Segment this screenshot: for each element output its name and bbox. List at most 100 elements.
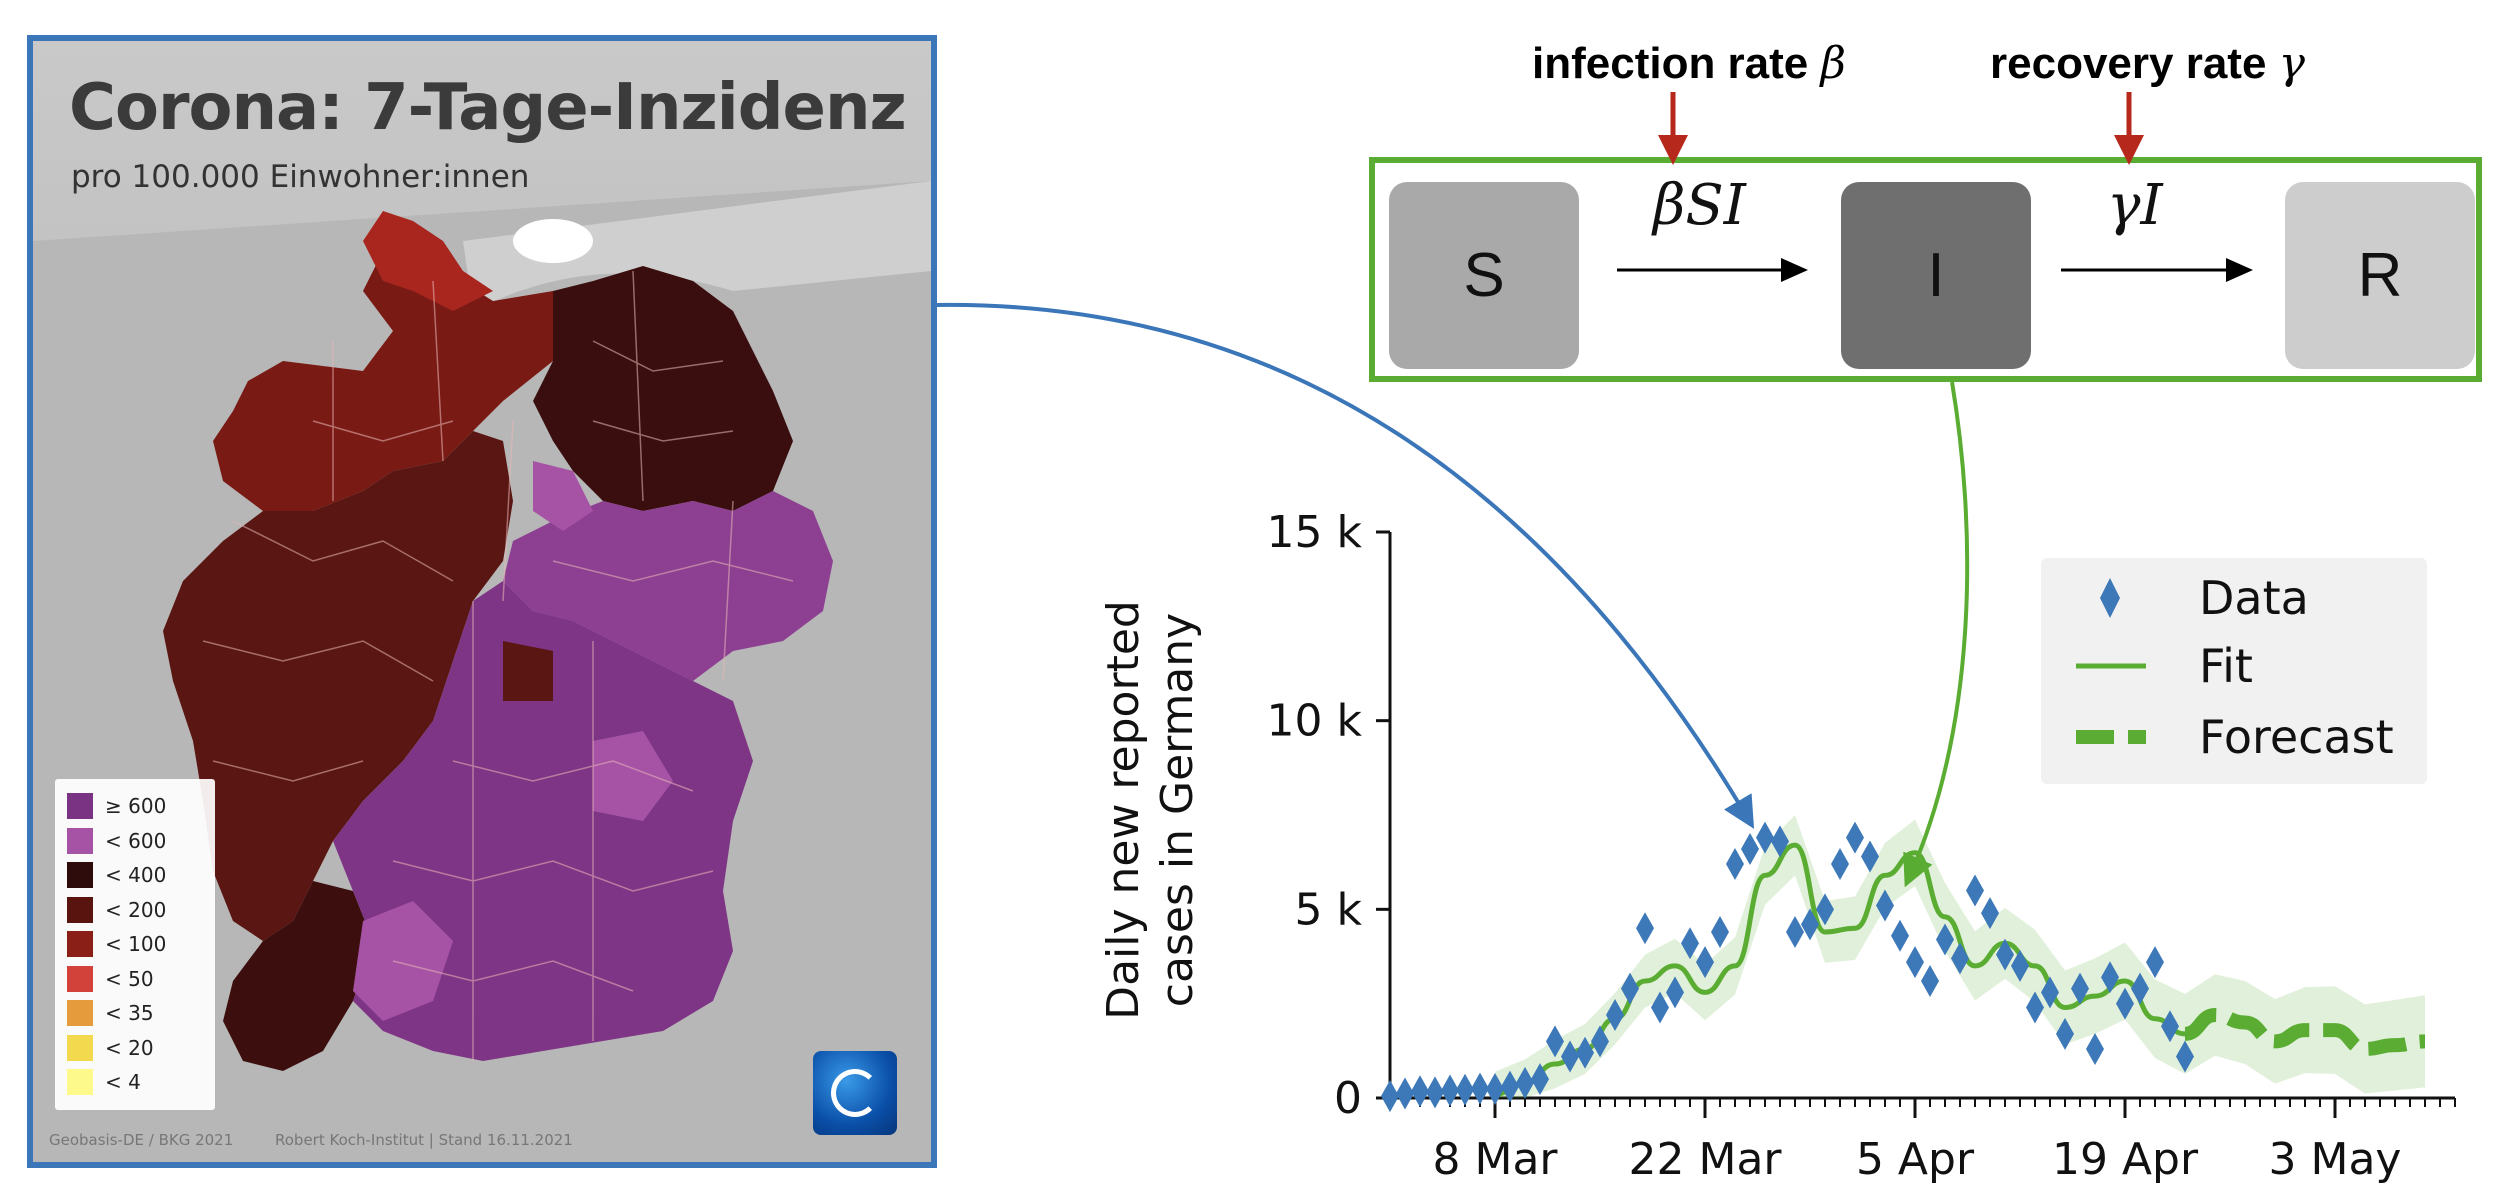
- data-point: [1966, 874, 1984, 907]
- data-point: [2041, 976, 2059, 1009]
- data-point: [1816, 893, 1834, 926]
- data-point: [1801, 908, 1819, 941]
- data-point: [1711, 915, 1729, 948]
- y-axis-title-line1: Daily new reported: [1098, 600, 1149, 1020]
- chart-series: [1381, 821, 2426, 1113]
- legend-label: < 50: [105, 966, 154, 991]
- data-point: [1666, 976, 1684, 1009]
- data-point: [2146, 946, 2164, 979]
- legend-item: < 20: [67, 1031, 207, 1066]
- legend-data-label: Data: [2199, 571, 2309, 625]
- data-point: [1681, 927, 1699, 960]
- x-tick-label: 5 Apr: [1856, 1134, 1975, 1185]
- data-point: [1696, 946, 1714, 979]
- chart-legend: Data Fit Forecast: [2041, 558, 2427, 784]
- data-point: [1636, 912, 1654, 945]
- infection-rate-label: infection rate β: [1532, 38, 1846, 89]
- data-point: [1771, 825, 1789, 858]
- data-point: [1456, 1073, 1474, 1106]
- legend-label: < 600: [105, 828, 167, 853]
- cases-chart: Daily new reported cases in Germany 0 5 k…: [1098, 507, 2456, 1185]
- data-point: [1831, 848, 1849, 881]
- region-north: [213, 246, 573, 511]
- legend-label: < 100: [105, 932, 167, 957]
- legend-item: < 4: [67, 1065, 207, 1100]
- sir-model-frame: S I R βSI γI: [1369, 157, 2482, 382]
- chart-axes: 0 5 k 10 k 15 k 8 Mar 22 Mar 5 Apr 19 Apr 3 May: [1267, 507, 2456, 1185]
- data-point: [1396, 1077, 1414, 1110]
- data-point: [1891, 919, 1909, 952]
- region-west: [163, 431, 513, 941]
- data-point: [1876, 889, 1894, 922]
- data-point: [1426, 1076, 1444, 1109]
- legend-fit-label: Fit: [2199, 639, 2253, 693]
- legend-item: ≥ 600: [67, 789, 207, 824]
- legend-label: < 35: [105, 1001, 154, 1026]
- data-point: [2011, 949, 2029, 982]
- region-east-purple: [503, 491, 833, 681]
- data-point: [1651, 991, 1669, 1024]
- legend-item: < 50: [67, 962, 207, 997]
- model-to-fit-connector: [1903, 381, 1970, 888]
- legend-label: < 200: [105, 897, 167, 922]
- data-point: [1441, 1074, 1459, 1107]
- legend-forecast-label: Forecast: [2199, 710, 2394, 764]
- recovery-rate-symbol: γ: [2278, 38, 2305, 89]
- legend-swatch: [67, 862, 93, 889]
- data-point: [1981, 897, 1999, 930]
- legend-swatch: [67, 827, 93, 854]
- data-point: [2116, 987, 2134, 1020]
- legend-item: < 35: [67, 996, 207, 1031]
- map-to-data-connector: [936, 302, 1755, 829]
- infected-compartment: I: [1841, 182, 2031, 369]
- y-tick-label: 10 k: [1267, 696, 1363, 747]
- data-point: [1591, 1025, 1609, 1058]
- data-point: [1546, 1025, 1564, 1058]
- data-point: [1486, 1072, 1504, 1105]
- data-point: [2131, 972, 2149, 1005]
- infection-rate-symbol: β: [1820, 38, 1846, 89]
- legend-swatch: [67, 1034, 93, 1061]
- data-point: [1741, 832, 1759, 865]
- data-point: [1381, 1080, 1399, 1113]
- legend-swatch: [67, 931, 93, 958]
- recovery-rate-label: recovery rate γ: [1990, 38, 2305, 89]
- incidence-map-panel: Corona: 7-Tage-Inzidenz pro 100.000 Einw…: [27, 35, 937, 1168]
- data-point: [1921, 965, 1939, 998]
- data-point: [2026, 991, 2044, 1024]
- y-tick-label: 15 k: [1267, 507, 1363, 558]
- data-point: [1996, 938, 2014, 971]
- legend-item: < 200: [67, 893, 207, 928]
- data-point: [2176, 1040, 2194, 1073]
- legend-label: < 400: [105, 863, 167, 888]
- data-point: [1951, 942, 1969, 975]
- data-point: [1861, 840, 1879, 873]
- data-point: [1726, 848, 1744, 881]
- y-axis-title: Daily new reported cases in Germany: [1098, 600, 1203, 1020]
- data-point: [2101, 961, 2119, 994]
- legend-swatch: [67, 1069, 93, 1096]
- legend-data-marker: [2100, 578, 2120, 618]
- infection-flow-label: βSI: [1653, 173, 1746, 238]
- y-axis-title-line2: cases in Germany: [1152, 613, 1203, 1007]
- legend-swatch: [67, 1000, 93, 1027]
- x-tick-label: 8 Mar: [1433, 1134, 1559, 1185]
- x-tick-label: 3 May: [2269, 1134, 2402, 1185]
- germany-map: [33, 181, 931, 1162]
- data-point: [1411, 1075, 1429, 1108]
- legend-swatch: [67, 965, 93, 992]
- susceptible-compartment: S: [1389, 182, 1579, 369]
- map-title: Corona: 7-Tage-Inzidenz: [69, 71, 907, 145]
- data-point: [2161, 1010, 2179, 1043]
- y-tick-label: 5 k: [1295, 884, 1363, 935]
- data-point: [1906, 946, 1924, 979]
- data-point: [2086, 1032, 2104, 1065]
- y-tick-label: 0: [1334, 1073, 1362, 1124]
- recovered-compartment: R: [2285, 182, 2475, 369]
- data-point: [1846, 821, 1864, 854]
- data-point: [1531, 1063, 1549, 1096]
- recovery-flow-label: γI: [2107, 173, 2163, 238]
- data-point: [1516, 1066, 1534, 1099]
- data-point: [1936, 923, 1954, 956]
